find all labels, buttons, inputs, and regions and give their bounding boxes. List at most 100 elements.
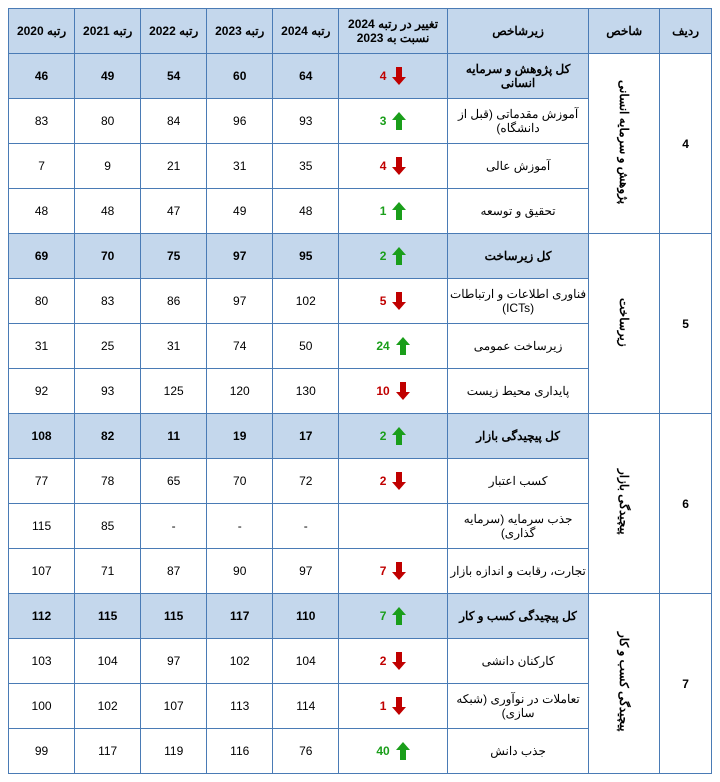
rank-2024: 35	[273, 144, 339, 189]
change-value: 2	[380, 474, 387, 488]
change-value: 1	[380, 204, 387, 218]
subindicator-cell: فناوری اطلاعات و ارتباطات (ICTs)	[447, 279, 589, 324]
rank-2020: 92	[9, 369, 75, 414]
rank-2024: -	[273, 504, 339, 549]
rank-2020: 46	[9, 54, 75, 99]
arrow-up-icon	[392, 202, 406, 220]
rank-2021: 49	[75, 54, 141, 99]
rank-2021: 70	[75, 234, 141, 279]
col-indicator: شاخص	[589, 9, 660, 54]
rank-2020: 99	[9, 729, 75, 774]
change-cell: 1	[339, 684, 448, 729]
change-cell: 2	[339, 234, 448, 279]
rownum-cell: 4	[660, 54, 712, 234]
col-r2021: رتبه 2021	[75, 9, 141, 54]
change-value: 4	[380, 159, 387, 173]
rank-2023: 70	[207, 459, 273, 504]
subindicator-cell: کل پژوهش و سرمایه انسانی	[447, 54, 589, 99]
rank-2021: 104	[75, 639, 141, 684]
rank-2020: 112	[9, 594, 75, 639]
subindicator-cell: کل پیچیدگی بازار	[447, 414, 589, 459]
subindicator-cell: پایداری محیط زیست	[447, 369, 589, 414]
rank-2020: 108	[9, 414, 75, 459]
arrow-down-icon	[392, 292, 406, 310]
rank-2022: 86	[141, 279, 207, 324]
rank-2024: 114	[273, 684, 339, 729]
change-value: 2	[380, 654, 387, 668]
rank-2023: 60	[207, 54, 273, 99]
rank-2020: 100	[9, 684, 75, 729]
rank-2021: 78	[75, 459, 141, 504]
rank-2020: 103	[9, 639, 75, 684]
change-cell: 5	[339, 279, 448, 324]
rank-2024: 50	[273, 324, 339, 369]
rank-2022: 54	[141, 54, 207, 99]
change-value: 40	[376, 744, 389, 758]
col-r2022: رتبه 2022	[141, 9, 207, 54]
rank-2022: 97	[141, 639, 207, 684]
rank-2022: 75	[141, 234, 207, 279]
rank-2022: 87	[141, 549, 207, 594]
header-row: ردیف شاخص زیرشاخص تغییر در رتبه 2024 نسب…	[9, 9, 712, 54]
rank-2024: 64	[273, 54, 339, 99]
rank-2022: 65	[141, 459, 207, 504]
rank-2021: 82	[75, 414, 141, 459]
change-value: 1	[380, 699, 387, 713]
rank-2023: 97	[207, 234, 273, 279]
rank-2024: 72	[273, 459, 339, 504]
col-r2024: رتبه 2024	[273, 9, 339, 54]
rank-2021: 80	[75, 99, 141, 144]
arrow-up-icon	[392, 112, 406, 130]
arrow-down-icon	[392, 652, 406, 670]
section-header-row: 7پیچیدگی کسب و کارکل پیچیدگی کسب و کار71…	[9, 594, 712, 639]
change-value: 3	[380, 114, 387, 128]
rank-2020: 83	[9, 99, 75, 144]
indicator-cell: پیچیدگی کسب و کار	[589, 594, 660, 774]
section-header-row: 4پژوهش و سرمایه انسانیکل پژوهش و سرمایه …	[9, 54, 712, 99]
change-value: 24	[376, 339, 389, 353]
change-cell: 7	[339, 549, 448, 594]
arrow-up-icon	[396, 742, 410, 760]
rank-2023: 96	[207, 99, 273, 144]
rank-2023: 102	[207, 639, 273, 684]
change-value: 7	[380, 609, 387, 623]
rank-2021: 117	[75, 729, 141, 774]
change-value: 2	[380, 429, 387, 443]
rownum-cell: 7	[660, 594, 712, 774]
rank-2021: 115	[75, 594, 141, 639]
rank-2022: 47	[141, 189, 207, 234]
rank-2024: 93	[273, 99, 339, 144]
rank-2022: 107	[141, 684, 207, 729]
rank-2021: 25	[75, 324, 141, 369]
indicator-cell: زیرساخت	[589, 234, 660, 414]
subindicator-cell: آموزش عالی	[447, 144, 589, 189]
rank-2021: 83	[75, 279, 141, 324]
change-cell: 3	[339, 99, 448, 144]
arrow-down-icon	[392, 472, 406, 490]
rank-2023: 74	[207, 324, 273, 369]
rank-2023: 117	[207, 594, 273, 639]
section-header-row: 6پیچیدگی بازارکل پیچیدگی بازار2171911821…	[9, 414, 712, 459]
change-cell: 24	[339, 324, 448, 369]
rank-2020: 69	[9, 234, 75, 279]
change-cell: 2	[339, 639, 448, 684]
rank-2023: 120	[207, 369, 273, 414]
col-row: ردیف	[660, 9, 712, 54]
rank-2023: 116	[207, 729, 273, 774]
arrow-up-icon	[396, 337, 410, 355]
rank-2022: 31	[141, 324, 207, 369]
col-change: تغییر در رتبه 2024 نسبت به 2023	[339, 9, 448, 54]
arrow-up-icon	[392, 427, 406, 445]
change-cell: 4	[339, 54, 448, 99]
indicator-cell: پیچیدگی بازار	[589, 414, 660, 594]
rank-2021: 48	[75, 189, 141, 234]
rank-2022: -	[141, 504, 207, 549]
rank-2023: 19	[207, 414, 273, 459]
rank-2023: 90	[207, 549, 273, 594]
rank-2021: 85	[75, 504, 141, 549]
rank-2023: 97	[207, 279, 273, 324]
section-header-row: 5زیرساختکل زیرساخت29597757069	[9, 234, 712, 279]
rank-2022: 125	[141, 369, 207, 414]
rownum-cell: 6	[660, 414, 712, 594]
rank-2022: 84	[141, 99, 207, 144]
